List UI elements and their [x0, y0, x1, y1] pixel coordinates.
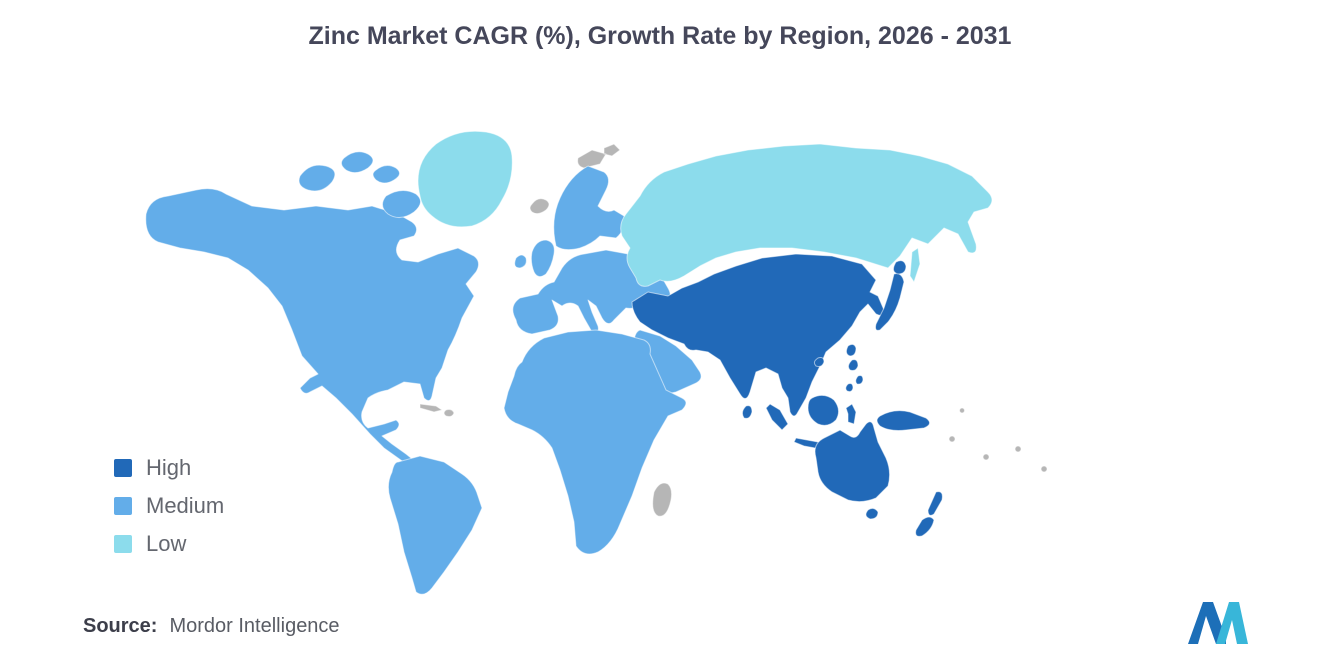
- region-new-zealand: [915, 491, 943, 537]
- region-iceland-svalbard: [529, 143, 621, 215]
- region-greenland: [417, 130, 513, 228]
- region-russia-cis: [620, 143, 993, 287]
- region-africa: [503, 329, 687, 555]
- region-uk-ireland: [514, 239, 555, 278]
- region-madagascar: [652, 482, 673, 517]
- legend-label-medium: Medium: [146, 493, 225, 518]
- region-caribbean: [419, 403, 455, 418]
- region-scandinavia: [553, 165, 625, 251]
- region-philippines: [845, 359, 864, 393]
- region-australia: [814, 421, 891, 520]
- legend-label-high: High: [146, 455, 192, 480]
- source-text: Mordor Intelligence: [169, 615, 340, 637]
- region-asia-islands: [741, 343, 857, 419]
- mordor-intelligence-logo: [1188, 602, 1248, 644]
- legend-swatch-low: [114, 535, 132, 553]
- region-north-america: [145, 188, 480, 469]
- region-pacific-islands: [948, 407, 1048, 473]
- legend-item-medium: Medium: [114, 487, 224, 525]
- region-japan: [875, 260, 907, 331]
- region-sakhalin: [909, 247, 921, 283]
- legend-swatch-medium: [114, 497, 132, 515]
- legend-item-low: Low: [114, 525, 224, 563]
- source-label: Source:: [83, 615, 158, 637]
- region-arctic-islands: [298, 151, 421, 218]
- legend: High Medium Low: [114, 449, 224, 563]
- source-row: Source: Mordor Intelligence: [83, 615, 340, 638]
- legend-item-high: High: [114, 449, 224, 487]
- chart-title: Zinc Market CAGR (%), Growth Rate by Reg…: [308, 22, 1012, 50]
- region-south-america: [387, 455, 483, 595]
- legend-swatch-high: [114, 459, 132, 477]
- legend-label-low: Low: [146, 531, 187, 556]
